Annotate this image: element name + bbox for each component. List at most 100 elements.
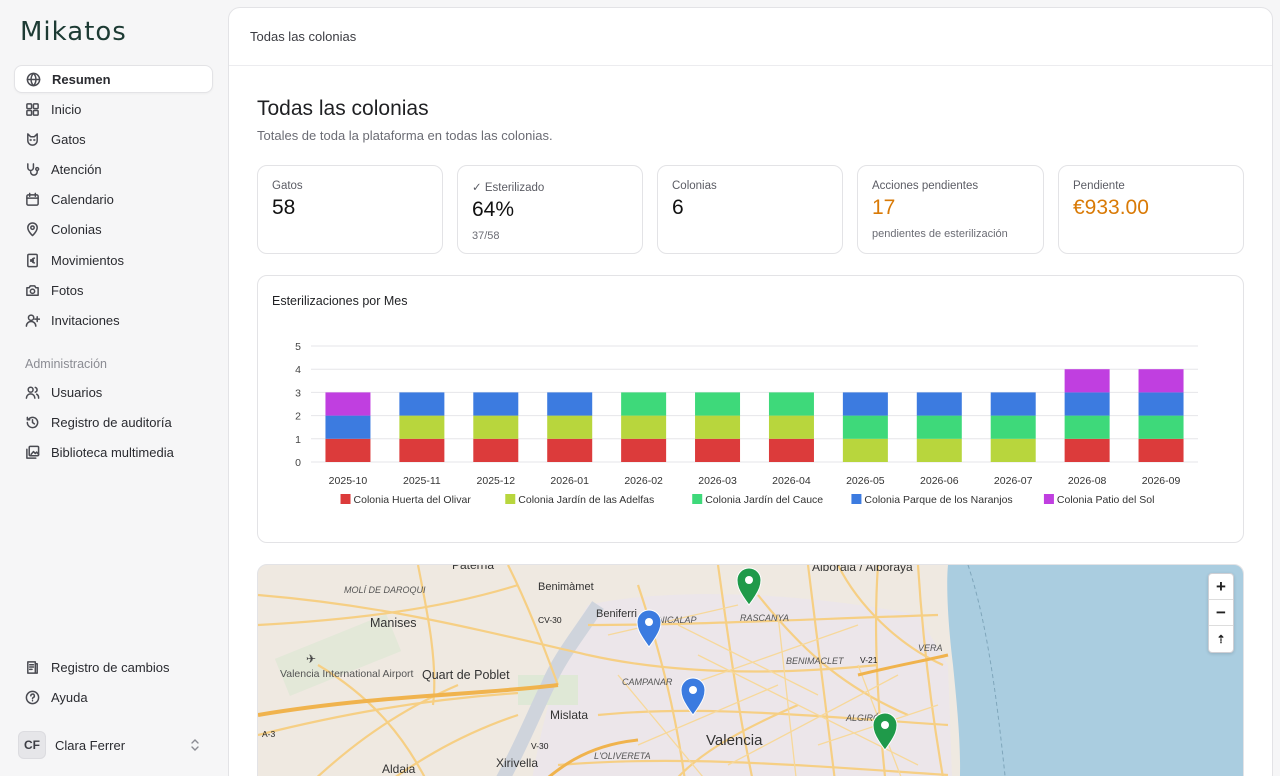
bar-segment <box>768 392 814 416</box>
y-tick-label: 4 <box>295 364 301 376</box>
colony-marker[interactable] <box>736 567 762 606</box>
bar-segment <box>695 415 741 439</box>
highway-a3 <box>258 683 559 717</box>
map-label: CV-30 <box>538 615 562 625</box>
map-label: MOLÍ DE DAROQUI <box>344 585 426 595</box>
colony-marker[interactable] <box>680 677 706 716</box>
reset-north-button[interactable]: ⇡ <box>1216 633 1226 646</box>
y-tick-label: 0 <box>295 457 301 469</box>
road <box>258 583 519 627</box>
map-label: V-30 <box>531 741 549 751</box>
street <box>677 624 819 696</box>
zoom-out-button[interactable]: − <box>1209 600 1233 626</box>
breadcrumb: Todas las colonias <box>229 8 1272 66</box>
legend-swatch <box>1043 494 1054 504</box>
road <box>557 759 949 776</box>
map-canvas[interactable]: Paterna Benimàmet Alboraia / Alboraya MOLÍ … <box>258 565 1244 776</box>
stat-card-colonias: Colonias 6 <box>657 165 843 254</box>
sidebar-item-label: Resumen <box>52 71 111 87</box>
map-label: V-21 <box>860 655 878 665</box>
stat-label: Acciones pendientes <box>872 180 979 192</box>
map-label: BENIMACLET <box>786 656 845 666</box>
sidebar-item-invitaciones[interactable]: Invitaciones <box>14 307 213 335</box>
sidebar-item-gatos[interactable]: Gatos <box>14 125 213 153</box>
map-label: Manises <box>370 616 417 630</box>
legend-swatch <box>851 494 862 504</box>
sidebar-item-label: Movimientos <box>51 252 124 268</box>
map-label: NICALAP <box>658 615 697 625</box>
sidebar-item-label: Calendario <box>51 192 114 208</box>
marker-dot <box>645 618 653 626</box>
sidebar-item-label: Registro de cambios <box>51 659 170 675</box>
changelog-icon <box>25 660 40 675</box>
bar-segment <box>1064 438 1110 462</box>
map[interactable]: Paterna Benimàmet Alboraia / Alboraya MOLÍ … <box>257 564 1244 776</box>
legend-label: Colonia Parque de los Naranjos <box>864 494 1012 506</box>
y-tick-label: 5 <box>295 341 301 353</box>
sidebar-item-changelog[interactable]: Registro de cambios <box>14 653 213 681</box>
legend-swatch <box>692 494 703 504</box>
bar-segment <box>916 392 962 416</box>
main-nav: Resumen Inicio Gatos Atención Calendario… <box>14 65 213 337</box>
stat-sub: 37/58 <box>472 230 500 242</box>
bar-segment <box>1138 415 1184 439</box>
road <box>677 703 799 776</box>
chart-title: Esterilizaciones por Mes <box>272 294 408 308</box>
app-logo[interactable]: Mikatos <box>20 16 127 48</box>
images-icon <box>25 445 40 460</box>
sidebar-item-atencion[interactable]: Atención <box>14 156 213 184</box>
stat-sub: pendientes de esterilización <box>872 228 1008 240</box>
user-plus-icon <box>25 313 40 328</box>
road <box>507 565 560 686</box>
euro-receipt-icon <box>25 253 40 268</box>
airport-icon: ✈ <box>306 652 316 666</box>
stat-label: Colonias <box>672 180 717 192</box>
user-menu[interactable]: CF Clara Ferrer <box>14 728 213 762</box>
legend-label: Colonia Patio del Sol <box>1057 494 1154 506</box>
sidebar-item-fotos[interactable]: Fotos <box>14 276 213 304</box>
street <box>607 604 739 636</box>
sidebar-item-biblioteca[interactable]: Biblioteca multimedia <box>14 438 213 466</box>
sidebar-item-usuarios[interactable]: Usuarios <box>14 378 213 406</box>
stat-value: 64% <box>472 198 515 221</box>
colony-marker[interactable] <box>636 609 662 648</box>
sidebar: Mikatos Resumen Inicio Gatos Atención Ca… <box>0 0 228 776</box>
colony-marker[interactable] <box>872 712 898 751</box>
x-tick-label: 2026-02 <box>624 475 663 487</box>
road <box>258 691 519 737</box>
bottom-nav: Registro de cambios Ayuda <box>14 653 213 713</box>
sidebar-item-colonias[interactable]: Colonias <box>14 216 213 244</box>
sidebar-item-resumen[interactable]: Resumen <box>14 65 213 93</box>
sidebar-item-ayuda[interactable]: Ayuda <box>14 683 213 711</box>
x-tick-label: 2026-06 <box>920 475 959 487</box>
sidebar-item-inicio[interactable]: Inicio <box>14 95 213 123</box>
sidebar-item-registro-auditoria[interactable]: Registro de auditoría <box>14 408 213 436</box>
y-tick-label: 1 <box>295 434 301 446</box>
sidebar-item-label: Inicio <box>51 101 82 117</box>
bar-segment <box>621 392 667 416</box>
users-icon <box>25 385 40 400</box>
bar-segment <box>325 438 371 462</box>
x-tick-label: 2026-04 <box>772 475 811 487</box>
user-name: Clara Ferrer <box>55 737 126 753</box>
map-label: Alboraia / Alboraya <box>812 565 913 574</box>
globe-icon <box>26 72 41 87</box>
x-tick-label: 2025-12 <box>477 475 516 487</box>
zoom-in-button[interactable]: + <box>1209 574 1233 600</box>
bar-segment <box>547 438 593 462</box>
marker-dot <box>689 686 697 694</box>
bar-segment <box>990 438 1036 462</box>
bar-segment <box>695 392 741 416</box>
street <box>777 614 797 776</box>
urban-area <box>532 594 952 776</box>
bar-segment <box>473 415 519 439</box>
chart-card: Esterilizaciones por Mes 0 1 2 3 4 5 2025-10 20… <box>257 275 1244 543</box>
bar-segment <box>547 392 593 416</box>
stat-value: 17 <box>872 196 896 219</box>
sidebar-item-movimientos[interactable]: Movimientos <box>14 246 213 274</box>
sidebar-item-calendario[interactable]: Calendario <box>14 186 213 214</box>
bar-segment <box>916 415 962 439</box>
admin-section-label: Administración <box>25 357 107 371</box>
bar-segment <box>473 392 519 416</box>
road <box>916 565 944 776</box>
